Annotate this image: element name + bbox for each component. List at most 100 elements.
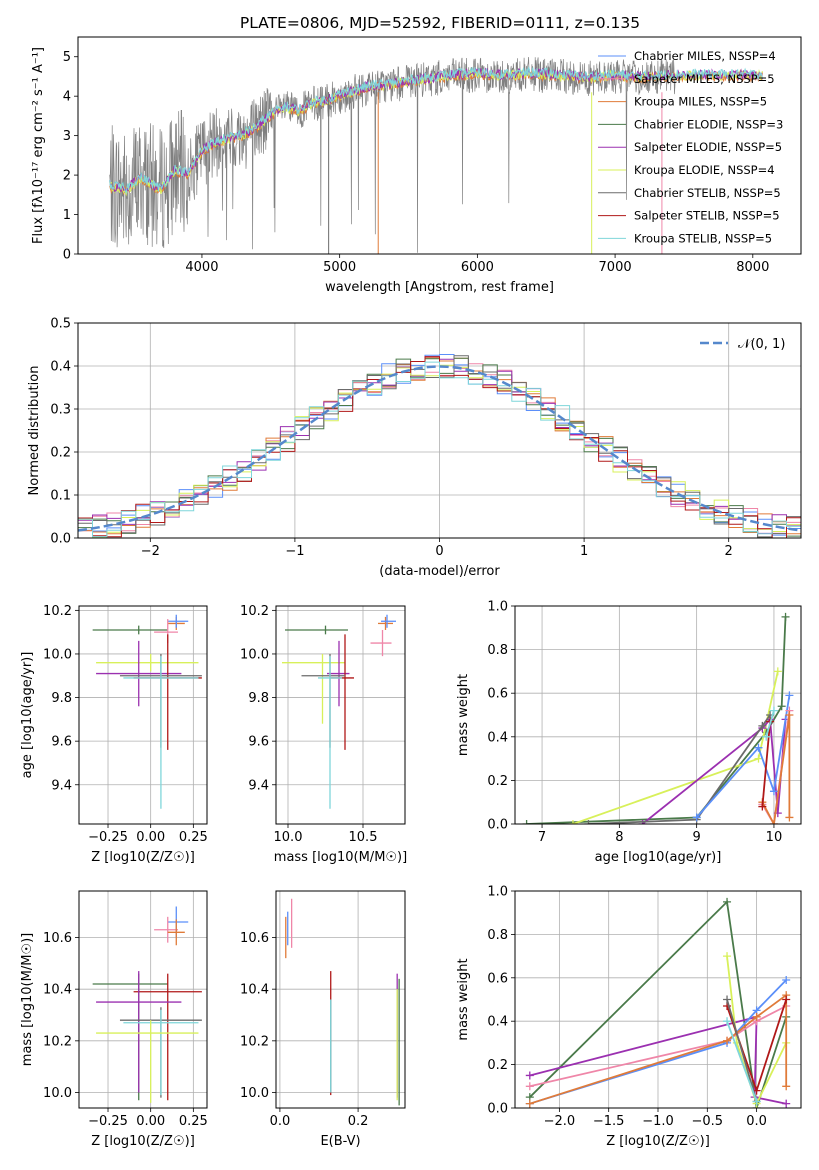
axes-frame — [78, 890, 208, 1109]
plot-area — [515, 891, 801, 1108]
marker-chabrier_miles — [785, 691, 794, 700]
y-tick-label: 0.5 — [50, 317, 71, 332]
axes-frame — [78, 605, 208, 825]
y-tick-label: 0.4 — [487, 1015, 508, 1030]
x-axis-label: Z [log10(Z/Z☉)] — [91, 1134, 195, 1149]
marker-chabrier_elodie — [777, 702, 786, 711]
x-tick-label: 0.00 — [136, 1114, 165, 1129]
plot-area — [515, 606, 801, 824]
marker-salpeter_stelib — [782, 995, 791, 1004]
y-tick-label: 0.0 — [487, 818, 508, 833]
y-tick-label: 0.0 — [50, 532, 71, 547]
axes-mass_vs_Z: −0.25 0.00 0.25 10.0 10.2 10.4 10.6 Z [log10(Z/… — [20, 890, 208, 1149]
legend: 𝒩(0, 1) — [700, 337, 785, 352]
marker-salpeter_elodie — [525, 1071, 534, 1080]
marker-kroupa_elodie — [723, 952, 732, 961]
series-kroupa_stelib — [765, 710, 775, 738]
legend-label: Salpeter ELODIE, NSSP=5 — [634, 140, 782, 154]
histogram-kroupa_stelib — [78, 361, 801, 538]
axes-frame — [514, 605, 802, 825]
axes-frame — [275, 890, 406, 1109]
legend-label: Chabrier ELODIE, NSSP=3 — [634, 117, 783, 131]
y-tick-label: 0.4 — [487, 730, 508, 745]
series-chabrier_miles — [529, 979, 787, 1105]
x-tick-label: 1 — [580, 544, 588, 559]
series-kroupa_miles — [761, 714, 791, 824]
marker-chabrier_elodie — [723, 897, 732, 906]
y-axis-label: Flux [fλ10⁻¹⁷ erg cm⁻² s⁻¹ A⁻¹] — [31, 47, 46, 244]
x-tick-label: 0.25 — [179, 830, 208, 845]
axes-residuals: −2 −1 0 1 2 0.0 0.1 0.2 0.3 0.4 0.5 (data-model)/er… — [27, 317, 802, 579]
x-tick-label: −1.5 — [593, 1114, 625, 1129]
marker-salpeter_miles — [525, 1082, 534, 1091]
marker-chabrier_miles — [754, 743, 763, 752]
marker-chabrier_stelib — [584, 820, 593, 824]
marker-kroupa_stelib — [769, 706, 778, 715]
y-tick-label: 10.6 — [43, 931, 72, 946]
legend-label: Salpeter MILES, NSSP=5 — [634, 72, 775, 86]
plot-area — [78, 323, 801, 538]
y-tick-label: 10.2 — [240, 1034, 269, 1049]
y-axis-label: mass weight — [456, 958, 471, 1040]
y-tick-label: 10.2 — [43, 1034, 72, 1049]
x-tick-label: 6000 — [461, 260, 494, 275]
marker-kroupa_stelib — [752, 1097, 761, 1106]
x-axis-label: age [log10(age/yr)] — [595, 850, 722, 865]
axes-frame — [77, 322, 802, 539]
legend-label: Kroupa ELODIE, NSSP=4 — [634, 163, 775, 177]
x-tick-label: 8000 — [736, 260, 769, 275]
y-tick-label: 10.6 — [240, 931, 269, 946]
x-tick-label: 0.00 — [136, 830, 165, 845]
y-tick-label: 10.0 — [43, 647, 72, 662]
axes-frame — [514, 890, 802, 1109]
y-tick-label: 10.0 — [43, 1086, 72, 1101]
marker-chabrier_miles — [692, 813, 701, 822]
x-tick-label: −0.5 — [692, 1114, 724, 1129]
marker-kroupa_stelib — [762, 732, 771, 741]
marker-kroupa_miles — [525, 1099, 534, 1108]
x-axis-label: E(B-V) — [320, 1134, 360, 1149]
legend-label: Kroupa STELIB, NSSP=5 — [634, 231, 772, 245]
legend-label: Chabrier STELIB, NSSP=5 — [634, 186, 781, 200]
x-tick-label: 5000 — [323, 260, 356, 275]
plot-area — [79, 891, 207, 1108]
axes-weight_vs_Z: −2.0 −1.5 −1.0 −0.5 0.0 0.0 0.2 0.4 0.6 0.8 1.0 Z [… — [456, 885, 802, 1149]
plot-area — [276, 891, 405, 1108]
y-tick-label: 2 — [63, 169, 71, 184]
x-tick-label: 10.0 — [274, 830, 303, 845]
y-tick-label: 0.3 — [50, 403, 71, 418]
y-axis-label: mass [log10(M/M☉)] — [20, 933, 35, 1066]
axes-age_vs_Z: −0.25 0.00 0.25 9.4 9.6 9.8 10.0 10.2 Z [log10(Z… — [20, 604, 208, 865]
y-tick-label: 10.0 — [240, 647, 269, 662]
y-axis-label: mass weight — [456, 674, 471, 756]
y-tick-label: 9.6 — [248, 735, 269, 750]
y-tick-label: 9.8 — [51, 691, 72, 706]
x-tick-label: −2.0 — [544, 1114, 576, 1129]
x-tick-label: 0.0 — [270, 1114, 291, 1129]
series-salpeter_miles — [529, 1005, 787, 1088]
y-tick-label: 1.0 — [487, 600, 508, 615]
marker-chabrier_elodie — [781, 612, 790, 621]
x-tick-label: −0.25 — [88, 830, 128, 845]
marker-kroupa_elodie — [754, 754, 763, 763]
y-tick-label: 5 — [63, 50, 71, 65]
axes-frame — [77, 36, 802, 255]
y-axis-label: age [log10(age/yr)] — [20, 652, 35, 779]
y-tick-label: 1 — [63, 208, 71, 223]
x-axis-label: mass [log10(M/M☉)] — [274, 850, 407, 865]
marker-kroupa_miles — [769, 820, 778, 824]
y-tick-label: 9.6 — [51, 735, 72, 750]
marker-kroupa_stelib — [723, 1017, 732, 1026]
series-chabrier_stelib — [588, 714, 771, 824]
marker-kroupa_elodie — [773, 667, 782, 676]
x-tick-label: 7000 — [599, 260, 632, 275]
marker-kroupa_miles — [723, 1036, 732, 1045]
x-tick-label: 7 — [538, 830, 546, 845]
x-axis-label: (data-model)/error — [379, 564, 500, 579]
marker-kroupa_miles — [785, 711, 794, 719]
series-chabrier_elodie — [529, 900, 788, 1108]
marker-chabrier_elodie — [522, 820, 531, 824]
series-salpeter_elodie — [529, 1015, 787, 1105]
y-tick-label: 9.4 — [248, 778, 269, 793]
